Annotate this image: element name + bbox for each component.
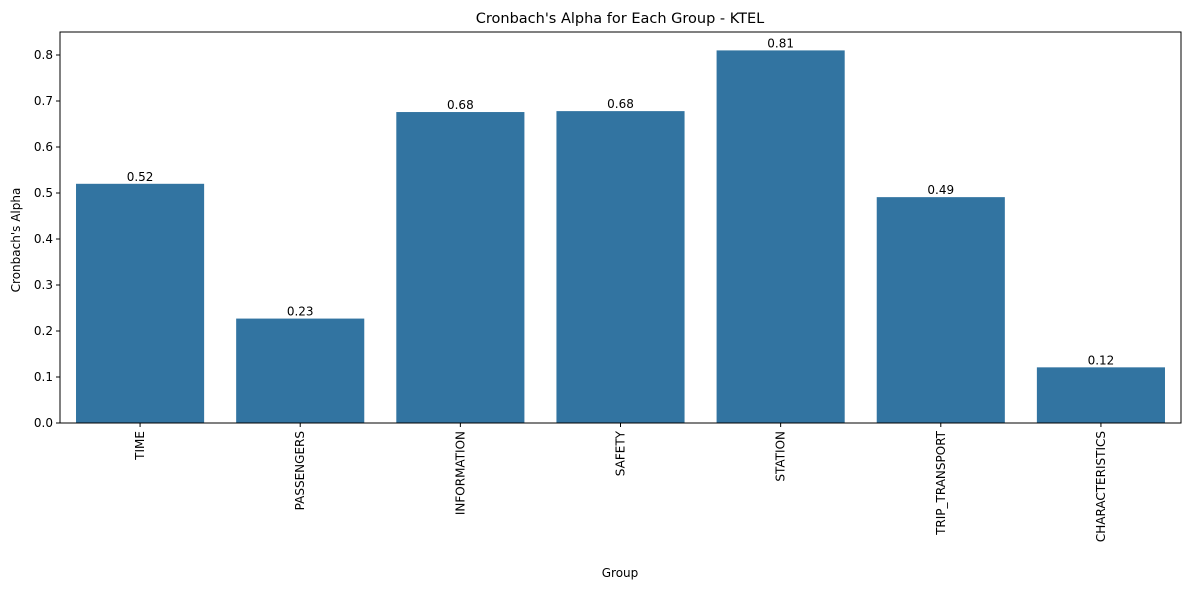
x-tick-label: INFORMATION <box>453 431 467 515</box>
y-tick-label: 0.0 <box>34 416 53 430</box>
x-tick-label: CHARACTERISTICS <box>1094 431 1108 542</box>
chart-title: Cronbach's Alpha for Each Group - KTEL <box>476 11 765 27</box>
y-axis: 0.0 0.1 0.2 0.3 0.4 0.5 0.6 0.7 0.8 <box>34 48 60 430</box>
y-tick-label: 0.4 <box>34 232 53 246</box>
y-tick-label: 0.5 <box>34 186 53 200</box>
bar <box>396 112 525 423</box>
bar-value-label: 0.81 <box>767 36 794 50</box>
y-tick-label: 0.8 <box>34 48 53 62</box>
x-axis-label: Group <box>602 566 639 580</box>
bar-value-label: 0.12 <box>1088 353 1115 367</box>
bar <box>716 50 845 424</box>
x-axis: TIME PASSENGERS INFORMATION SAFETY STATION TR… <box>133 423 1108 542</box>
x-tick-label: STATION <box>774 431 788 482</box>
plot-frame <box>59 31 1182 424</box>
y-tick-label: 0.3 <box>34 278 53 292</box>
bar-value-label: 0.49 <box>927 183 954 197</box>
bar <box>76 183 205 423</box>
bar <box>556 111 685 424</box>
y-tick-label: 0.2 <box>34 324 53 338</box>
x-tick-label: TRIP_TRANSPORT <box>934 430 948 536</box>
bar-value-label: 0.52 <box>127 170 154 184</box>
bar-value-label: 0.68 <box>607 97 634 111</box>
y-axis-label: Cronbach's Alpha <box>9 188 23 293</box>
y-tick-label: 0.6 <box>34 140 53 154</box>
bars <box>76 50 1165 424</box>
bar-value-label: 0.68 <box>447 98 474 112</box>
data-labels: 0.52 0.23 0.68 0.68 0.81 0.49 0.12 <box>127 36 1115 367</box>
x-tick-label: PASSENGERS <box>293 431 307 510</box>
bar-value-label: 0.23 <box>287 305 314 319</box>
bar <box>876 197 1005 423</box>
x-tick-label: TIME <box>133 431 147 461</box>
bar <box>1036 367 1165 423</box>
y-tick-label: 0.7 <box>34 94 53 108</box>
bar <box>236 318 365 423</box>
x-tick-label: SAFETY <box>614 430 628 476</box>
y-tick-label: 0.1 <box>34 370 53 384</box>
